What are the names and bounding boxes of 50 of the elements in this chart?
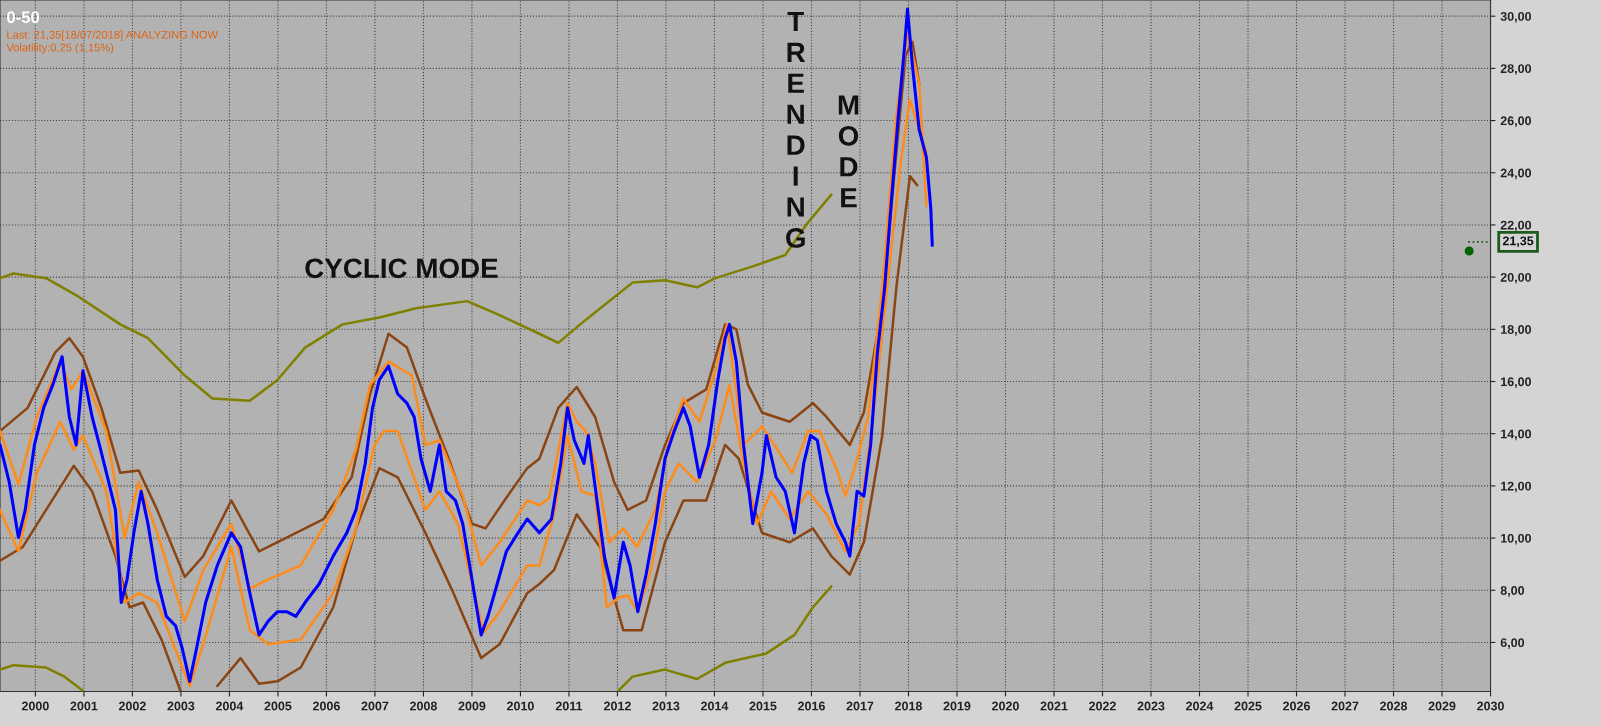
x-tick-label: 2016 bbox=[798, 701, 825, 711]
x-tick-label: 2028 bbox=[1380, 701, 1408, 711]
x-tick-label: 2018 bbox=[895, 701, 922, 711]
x-tick-label: 2001 bbox=[70, 701, 98, 711]
annotation: MODE bbox=[838, 95, 859, 208]
y-tick-label: 6,00 bbox=[1500, 638, 1525, 649]
x-tick-label: 2007 bbox=[361, 701, 389, 711]
x-tick-label: 2008 bbox=[409, 701, 437, 711]
x-tick-label: 2030 bbox=[1477, 701, 1504, 711]
x-tick-label: 2026 bbox=[1283, 701, 1310, 711]
x-tick-label: 2014 bbox=[701, 701, 729, 711]
y-tick-label: 20,00 bbox=[1500, 272, 1532, 284]
x-tick-label: 2010 bbox=[506, 701, 534, 711]
y-tick-label: 12,00 bbox=[1501, 481, 1532, 493]
y-tick-label: 26,00 bbox=[1500, 116, 1532, 128]
x-tick-label: 2005 bbox=[264, 701, 292, 711]
annotation: CYCLIC MODE bbox=[305, 258, 498, 279]
y-tick-label: 30,00 bbox=[1500, 11, 1532, 23]
x-tick-label: 2019 bbox=[943, 701, 971, 711]
y-tick-label: 8,00 bbox=[1500, 586, 1525, 597]
x-tick-label: 2012 bbox=[603, 701, 631, 711]
x-tick-label: 2013 bbox=[652, 701, 680, 711]
y-tick-label: 10,00 bbox=[1501, 533, 1532, 545]
x-tick-label: 2000 bbox=[21, 701, 49, 711]
x-tick-label: 2020 bbox=[992, 701, 1019, 711]
y-tick-label: 22,00 bbox=[1500, 220, 1532, 232]
x-tick-label: 2027 bbox=[1331, 701, 1359, 711]
y-tick-label: 24,00 bbox=[1500, 168, 1532, 180]
y-tick-label: 18,00 bbox=[1501, 325, 1532, 336]
x-tick-label: 2024 bbox=[1186, 701, 1214, 711]
line-series bbox=[0, 193, 833, 403]
text: Last: 21,35[18/07/2018] ANALYZING NOW Volatility:0,25 (1,15%) bbox=[6, 30, 219, 54]
y-tick-label: 16,00 bbox=[1501, 377, 1532, 388]
x-tick-label: 2023 bbox=[1137, 701, 1165, 711]
y-tick-label: 28,00 bbox=[1500, 64, 1532, 75]
x-tick-label: 2021 bbox=[1040, 701, 1068, 711]
x-tick-label: 2022 bbox=[1089, 701, 1116, 711]
x-tick-label: 2017 bbox=[846, 701, 874, 711]
x-tick-label: 2003 bbox=[167, 701, 195, 711]
text: 0-50 bbox=[7, 11, 40, 24]
x-tick-label: 2009 bbox=[458, 701, 486, 711]
y-tick-label: 14,00 bbox=[1501, 429, 1532, 441]
ref-line-label: 21,35 bbox=[1502, 236, 1534, 248]
x-tick-label: 2011 bbox=[555, 701, 583, 711]
x-tick-label: 2006 bbox=[312, 701, 340, 711]
x-tick-label: 2029 bbox=[1428, 701, 1456, 711]
x-tick-label: 2025 bbox=[1234, 701, 1262, 711]
x-tick-label: 2015 bbox=[749, 701, 777, 711]
x-tick-label: 2004 bbox=[215, 701, 244, 711]
x-tick-label: 2002 bbox=[118, 701, 146, 711]
